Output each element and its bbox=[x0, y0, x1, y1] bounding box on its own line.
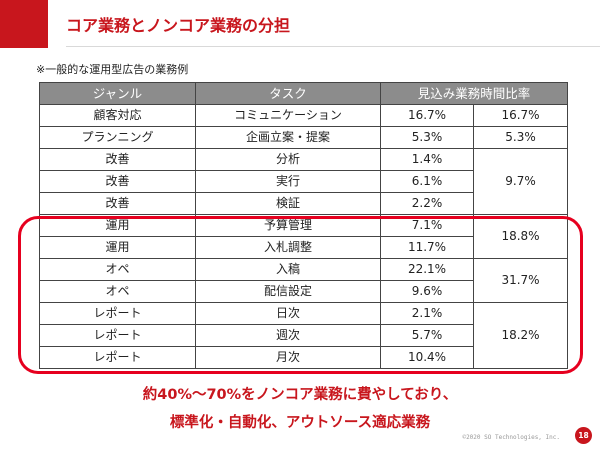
summary-message-line2: 標準化・自動化、アウトソース適応業務 bbox=[169, 415, 431, 431]
group-ratio-cell: 9.7% bbox=[472, 148, 569, 215]
genre-cell: オペ bbox=[39, 258, 196, 281]
genre-cell: 運用 bbox=[39, 214, 196, 237]
task-ratio-table: ジャンル タスク 見込み業務時間比率 顧客対応 コミュニケーション 16.7% … bbox=[39, 82, 569, 369]
header-ratio: 見込み業務時間比率 bbox=[379, 82, 569, 105]
copyright-text: ©2020 SO Technologies, Inc. bbox=[462, 434, 560, 441]
task-cell: 分析 bbox=[195, 148, 381, 171]
genre-cell: 顧客対応 bbox=[39, 104, 196, 127]
group-ratio-cell: 16.7% bbox=[472, 104, 569, 127]
task-cell: 入稿 bbox=[195, 258, 381, 281]
header-genre: ジャンル bbox=[39, 82, 196, 105]
table-row: レポート 月次 10.4% bbox=[39, 346, 568, 369]
table-row: 改善 検証 2.2% bbox=[39, 192, 568, 215]
table-row: 顧客対応 コミュニケーション 16.7% 16.7% bbox=[39, 104, 569, 127]
task-cell: 予算管理 bbox=[195, 214, 381, 237]
ratio-cell: 6.1% bbox=[380, 170, 474, 193]
task-cell: 検証 bbox=[195, 192, 381, 215]
table-row: レポート 日次 2.1% 18.2% bbox=[39, 302, 569, 369]
task-cell: 実行 bbox=[195, 170, 381, 193]
task-cell: 週次 bbox=[195, 324, 381, 347]
table-row: オペ 配信設定 9.6% bbox=[39, 280, 568, 303]
table-row: 運用 予算管理 7.1% 18.8% bbox=[39, 214, 569, 259]
ratio-cell: 2.2% bbox=[380, 192, 474, 215]
page-number-badge: 18 bbox=[575, 427, 592, 444]
task-cell: 入札調整 bbox=[195, 236, 381, 259]
corner-accent-block bbox=[0, 0, 48, 48]
genre-cell: 改善 bbox=[39, 148, 196, 171]
group-ratio-cell: 5.3% bbox=[472, 126, 569, 149]
ratio-cell: 7.1% bbox=[380, 214, 474, 237]
table-row: 改善 分析 1.4% 9.7% bbox=[39, 148, 569, 215]
ratio-cell: 1.4% bbox=[380, 148, 474, 171]
task-cell: 配信設定 bbox=[195, 280, 381, 303]
title-divider bbox=[66, 46, 600, 47]
slide-title: コア業務とノンコア業務の分担 bbox=[66, 16, 291, 35]
table-header-row: ジャンル タスク 見込み業務時間比率 bbox=[39, 82, 569, 105]
ratio-cell: 5.7% bbox=[380, 324, 474, 347]
table-row: レポート 週次 5.7% bbox=[39, 324, 568, 347]
table-row: オペ 入稿 22.1% 31.7% bbox=[39, 258, 569, 303]
genre-cell: オペ bbox=[39, 280, 196, 303]
genre-cell: レポート bbox=[39, 302, 196, 325]
genre-cell: プランニング bbox=[39, 126, 196, 149]
group-ratio-cell: 18.8% bbox=[472, 214, 569, 259]
task-cell: 日次 bbox=[195, 302, 381, 325]
task-cell: 月次 bbox=[195, 346, 381, 369]
genre-cell: レポート bbox=[39, 346, 196, 369]
task-cell: 企画立案・提案 bbox=[195, 126, 381, 149]
genre-cell: 改善 bbox=[39, 170, 196, 193]
ratio-cell: 11.7% bbox=[380, 236, 474, 259]
ratio-cell: 10.4% bbox=[380, 346, 474, 369]
genre-cell: 運用 bbox=[39, 236, 196, 259]
table-row: プランニング 企画立案・提案 5.3% 5.3% bbox=[39, 126, 569, 149]
ratio-cell: 2.1% bbox=[380, 302, 474, 325]
genre-cell: レポート bbox=[39, 324, 196, 347]
genre-cell: 改善 bbox=[39, 192, 196, 215]
task-cell: コミュニケーション bbox=[195, 104, 381, 127]
header-task: タスク bbox=[195, 82, 381, 105]
group-ratio-cell: 31.7% bbox=[472, 258, 569, 303]
ratio-cell: 9.6% bbox=[380, 280, 474, 303]
ratio-cell: 22.1% bbox=[380, 258, 474, 281]
group-ratio-cell: 18.2% bbox=[472, 302, 569, 369]
ratio-cell: 5.3% bbox=[380, 126, 474, 149]
table-note: ※一般的な運用型広告の業務例 bbox=[36, 63, 189, 76]
ratio-cell: 16.7% bbox=[380, 104, 474, 127]
summary-message-line1: 約40%～70%をノンコア業務に費やしており、 bbox=[142, 387, 458, 403]
